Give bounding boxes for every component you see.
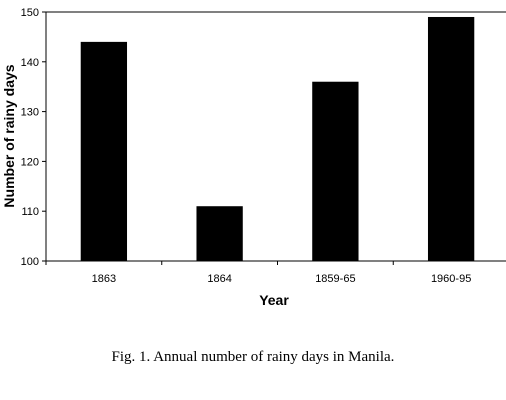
bar-1960-95 bbox=[427, 16, 475, 262]
bar-1859-65 bbox=[312, 81, 359, 261]
x-tick-label: 1859-65 bbox=[315, 273, 355, 285]
x-axis-ticks: 1863 1864 1859-65 1960-95 bbox=[45, 261, 471, 285]
x-tick-label: 1863 bbox=[92, 273, 116, 285]
y-tick-label: 110 bbox=[21, 206, 39, 218]
x-tick-label: 1960-95 bbox=[431, 273, 471, 285]
y-tick-label: 120 bbox=[21, 156, 39, 168]
x-axis-label: Year bbox=[259, 292, 289, 308]
y-tick-label: 150 bbox=[21, 7, 39, 19]
y-tick-label: 130 bbox=[21, 107, 39, 119]
bars bbox=[80, 16, 475, 262]
bar-1864 bbox=[196, 206, 243, 261]
y-tick-label: 140 bbox=[21, 57, 39, 69]
y-axis-ticks: 100 110 120 130 140 150 bbox=[21, 7, 46, 268]
bar-1863 bbox=[80, 41, 128, 261]
x-tick-label: 1864 bbox=[207, 273, 231, 285]
figure-caption: Fig. 1. Annual number of rainy days in M… bbox=[111, 349, 395, 365]
y-axis-label: Number of rainy days bbox=[1, 64, 17, 207]
plot-area-frame bbox=[45, 11, 506, 262]
y-tick-label: 100 bbox=[21, 256, 39, 268]
